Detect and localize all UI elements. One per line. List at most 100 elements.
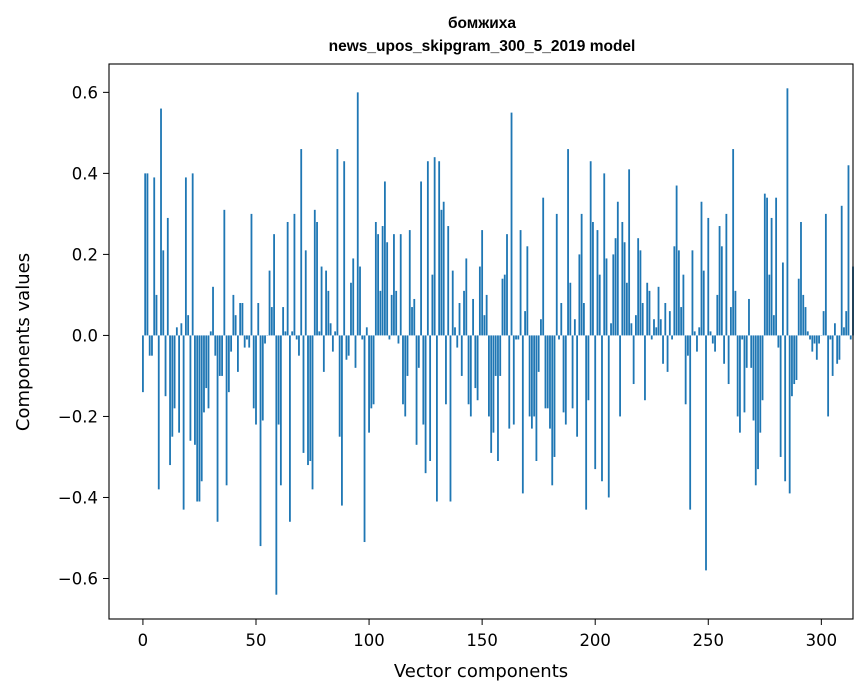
bar (691, 250, 694, 336)
bar (347, 335, 350, 356)
bar (146, 173, 149, 336)
bar (225, 335, 228, 486)
bar (671, 335, 673, 340)
bar (770, 217, 773, 336)
bar (393, 234, 395, 336)
bar (564, 335, 567, 425)
bar (840, 205, 843, 336)
bar (824, 213, 827, 336)
bar (553, 335, 556, 457)
bar (555, 213, 558, 336)
bar (426, 161, 429, 336)
bar (784, 335, 787, 482)
bar (680, 307, 683, 336)
x-tick-label: 300 (806, 631, 838, 650)
bar (354, 335, 357, 368)
bar (677, 250, 680, 336)
bar (370, 335, 373, 409)
bar (623, 242, 626, 336)
bar (279, 335, 282, 486)
bar (309, 335, 312, 461)
bar (580, 213, 583, 336)
bar (614, 238, 617, 336)
bar (585, 335, 588, 510)
bar (515, 335, 517, 340)
bar (463, 290, 465, 336)
bar (637, 238, 640, 336)
bar (763, 193, 766, 336)
bar (501, 278, 504, 336)
bar-series (142, 88, 854, 595)
bar (153, 177, 156, 336)
bar (662, 335, 664, 364)
x-axis: 0 50 100 150 200 250 300 (138, 619, 837, 650)
bar (582, 303, 585, 336)
bar (542, 197, 545, 336)
bar (230, 335, 233, 352)
bar (436, 335, 438, 502)
bar (289, 335, 291, 522)
bar (526, 246, 529, 336)
bar (791, 335, 793, 397)
y-tick-label: −0.6 (58, 569, 98, 588)
bar (334, 331, 337, 336)
bar (234, 315, 237, 336)
bar (718, 226, 721, 336)
bar (793, 335, 796, 385)
plot-frame (108, 63, 854, 620)
bar (239, 303, 242, 336)
y-tick-label: 0.4 (72, 164, 98, 183)
bar (359, 266, 361, 336)
bar (488, 335, 490, 417)
bar (298, 335, 300, 356)
bar (343, 161, 346, 336)
bar (687, 335, 689, 356)
bar (474, 335, 477, 389)
bar (847, 165, 850, 336)
bar (268, 270, 271, 336)
bar (381, 226, 384, 336)
bar (689, 335, 692, 510)
bar (148, 335, 151, 356)
bar (320, 266, 323, 336)
x-tick-label: 150 (466, 631, 498, 650)
bar (646, 282, 649, 336)
bar (442, 201, 445, 336)
bar (445, 335, 447, 405)
bar (431, 274, 434, 336)
bar (160, 108, 162, 336)
bar (402, 335, 404, 405)
bar (350, 282, 352, 336)
bar (664, 303, 667, 336)
bar (827, 335, 830, 417)
bar (598, 274, 601, 336)
bar (144, 173, 147, 336)
bar (492, 335, 495, 433)
bar (411, 307, 413, 336)
bar (169, 335, 171, 466)
bar (772, 315, 775, 336)
bar (490, 335, 493, 453)
bar (650, 335, 653, 340)
bar (748, 298, 750, 336)
bar (255, 335, 257, 425)
bar (408, 230, 411, 336)
bar (714, 335, 716, 352)
bar (205, 335, 208, 389)
bar (166, 217, 169, 336)
bar (212, 286, 214, 336)
bar (544, 335, 547, 409)
bar (508, 335, 511, 429)
bar (422, 335, 425, 425)
bar (467, 335, 470, 405)
bar (528, 335, 531, 417)
bar (447, 226, 450, 336)
bar (472, 298, 474, 336)
bar (187, 315, 190, 336)
bar (668, 311, 671, 336)
bar (632, 335, 635, 385)
bar (227, 335, 230, 393)
bar (813, 335, 816, 344)
bar (603, 173, 606, 336)
